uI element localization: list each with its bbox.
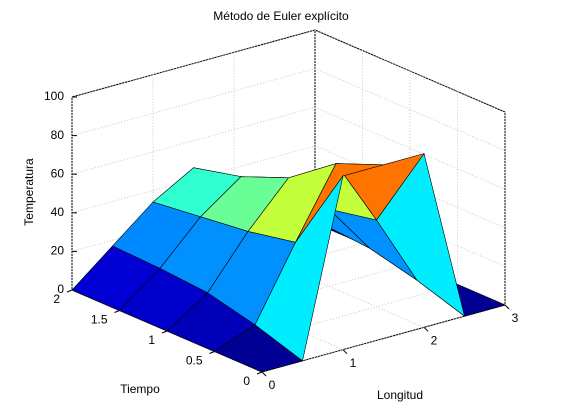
surface-patch <box>213 324 304 373</box>
z-tick-label: 20 <box>51 244 65 258</box>
x-axis-label: Longitud <box>377 388 423 402</box>
x-tick-label: 0 <box>269 378 276 392</box>
tick-mark <box>209 351 215 354</box>
grid-line <box>71 68 316 137</box>
y-tick-label: 2 <box>53 292 60 306</box>
z-axis-label: Temperatura <box>22 158 36 226</box>
x-tick-label: 1 <box>350 356 357 370</box>
tick-mark <box>504 304 510 310</box>
tick-mark <box>342 349 348 355</box>
chart-title: Método de Euler explícito <box>213 9 349 23</box>
tick-mark <box>114 310 120 313</box>
tick-mark <box>261 371 267 377</box>
z-tick-label: 60 <box>51 166 65 180</box>
grid-line <box>71 29 316 98</box>
tick-mark <box>66 289 73 293</box>
tick-mark <box>423 326 429 332</box>
y-axis-label: Tiempo <box>120 382 160 396</box>
x-tick-label: 3 <box>512 311 519 325</box>
z-tick-label: 0 <box>57 282 64 296</box>
y-tick-label: 0 <box>243 374 250 388</box>
y-tick-label: 1.5 <box>91 313 108 327</box>
tick-mark <box>256 371 263 375</box>
z-tick-label: 100 <box>44 89 64 103</box>
z-tick-label: 40 <box>51 205 65 219</box>
tick-mark <box>161 330 168 334</box>
y-tick-label: 1 <box>148 333 155 347</box>
grid-line <box>71 106 316 175</box>
x-tick-label: 2 <box>431 334 438 348</box>
y-tick-label: 0.5 <box>186 354 203 368</box>
z-tick-label: 80 <box>51 128 65 142</box>
